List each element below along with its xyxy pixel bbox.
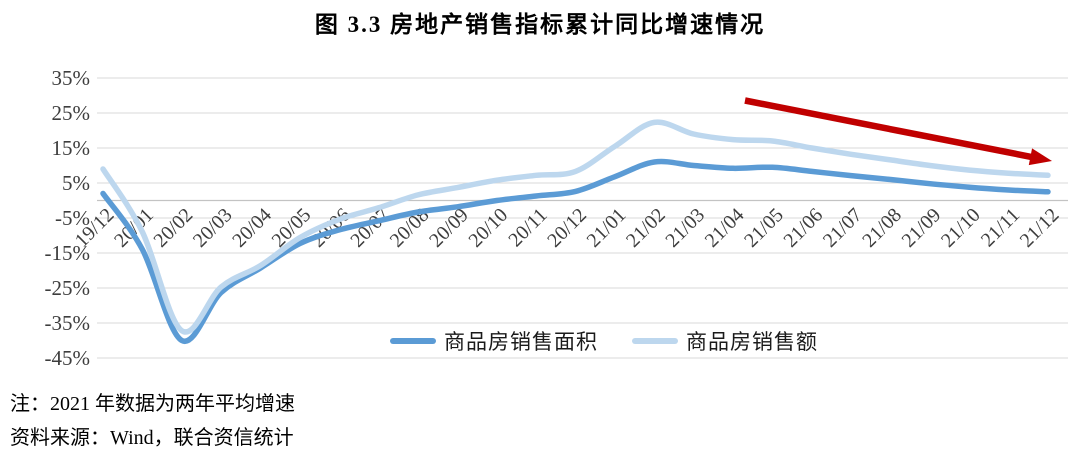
y-axis-label: 5% (62, 171, 90, 195)
legend-item-sales-area: 商品房销售面积 (390, 326, 598, 356)
y-axis-label: -5% (55, 206, 90, 230)
x-axis-label: 21/11 (977, 204, 1024, 251)
x-axis-label: 21/03 (661, 204, 709, 252)
x-axis-label: 21/02 (622, 204, 670, 252)
y-axis-label: 15% (52, 136, 91, 160)
x-axis-label: 21/06 (780, 204, 828, 252)
chart-title: 图 3.3 房地产销售指标累计同比增速情况 (314, 12, 766, 37)
x-axis-label: 21/05 (740, 204, 788, 252)
x-axis-label: 20/04 (228, 204, 276, 252)
x-axis-label: 21/10 (937, 204, 985, 252)
sales-amount-legend-label: 商品房销售额 (686, 330, 818, 354)
note-line: 注：2021 年数据为两年平均增速 (10, 393, 295, 415)
x-axis-label: 20/12 (543, 204, 591, 252)
x-axis-label: 21/09 (898, 204, 946, 252)
legend-item-sales-amount: 商品房销售额 (632, 326, 818, 356)
trend-arrow-head (1028, 148, 1052, 166)
sales-amount-line-swatch (632, 338, 678, 344)
source-line: 资料来源：Wind，联合资信统计 (10, 427, 294, 449)
x-axis-label: 20/10 (465, 204, 513, 252)
x-axis-label: 21/01 (583, 204, 631, 252)
sales-area-legend-label: 商品房销售面积 (444, 330, 598, 354)
y-axis-label: -25% (45, 276, 91, 300)
sales-amount-line (100, 119, 1051, 335)
x-axis-label: 21/04 (701, 204, 749, 252)
x-axis-label: 20/11 (504, 204, 551, 251)
trend-arrow-shaft (744, 97, 1035, 161)
y-axis-label: 35% (52, 66, 91, 90)
sales-area-line-swatch (390, 338, 436, 344)
x-axis-label: 21/12 (1016, 204, 1064, 252)
sales-area-line (100, 158, 1051, 344)
chart-notes: 注：2021 年数据为两年平均增速 资料来源：Wind，联合资信统计 (10, 387, 295, 455)
x-axis-label: 21/07 (819, 204, 867, 252)
y-axis-label: -15% (45, 241, 91, 265)
x-axis-label: 20/03 (189, 204, 237, 252)
chart-legend: 商品房销售面积 商品房销售额 (390, 326, 818, 356)
x-axis-label: 20/02 (150, 204, 198, 252)
y-axis-label: -35% (45, 311, 91, 335)
x-axis-label: 21/08 (858, 204, 906, 252)
y-axis-label: 25% (52, 101, 91, 125)
y-axis-label: -45% (45, 346, 91, 370)
